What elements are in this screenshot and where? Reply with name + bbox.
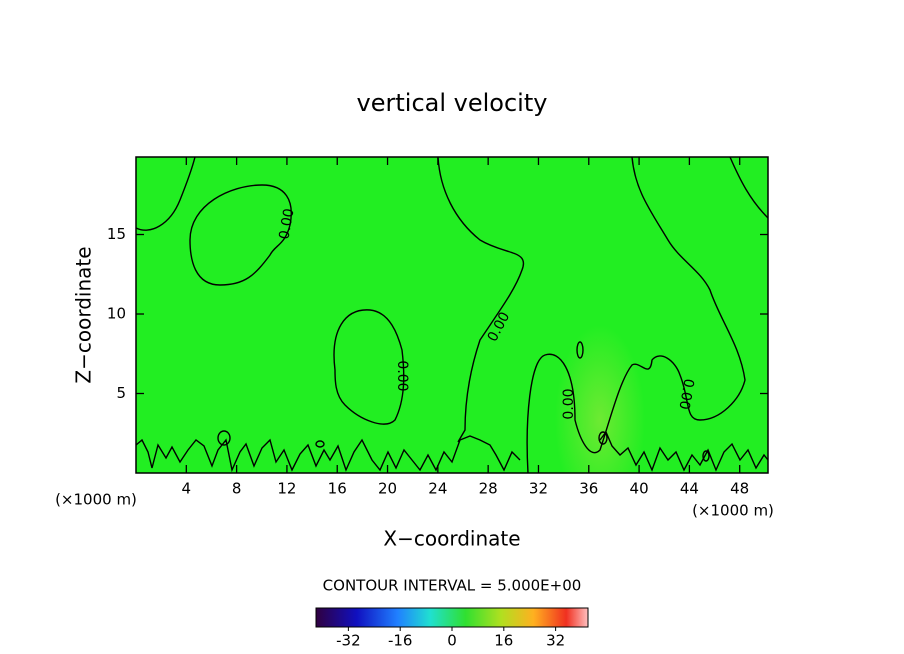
contour-interval: CONTOUR INTERVAL = 5.000E+00: [323, 577, 582, 595]
x-tick-label: 36: [579, 480, 598, 498]
contour-label: 0.00: [276, 207, 297, 240]
contour-line: [217, 430, 231, 446]
contour-line: [315, 440, 325, 448]
x-tick-label: 12: [277, 480, 296, 498]
x-axis-label: X−coordinate: [383, 527, 520, 551]
x-tick-label: 4: [182, 480, 192, 498]
y-tick-label: 10: [107, 305, 126, 323]
contour-line: [333, 309, 405, 425]
y-tick-label: 15: [107, 225, 126, 243]
colorbar-tick-label: 32: [546, 632, 565, 650]
colorbar-tick-label: -32: [336, 632, 361, 650]
contour-line: [136, 435, 521, 473]
x-tick-label: 16: [328, 480, 347, 498]
x-tick-label: 48: [730, 480, 749, 498]
field-shading: [555, 325, 645, 473]
y-axis-label: Z−coordinate: [72, 246, 96, 383]
contour-line: [599, 430, 768, 472]
x-tick-label: 40: [630, 480, 649, 498]
x-tick-label: 24: [428, 480, 447, 498]
colorbar-tick-label: 0: [447, 632, 457, 650]
x-unit: (×1000 m): [55, 491, 137, 509]
contour-label: 0.00: [561, 388, 577, 419]
contour-label: 0.00: [394, 360, 410, 391]
contour-line: [437, 157, 525, 443]
colorbar-tick-label: -16: [388, 632, 413, 650]
x-tick-label: 28: [479, 480, 498, 498]
contour-line: [189, 184, 292, 286]
x-unit: (×1000 m): [692, 502, 774, 520]
contour-field: [136, 157, 768, 473]
contour-labels: 0.00 0.00 0.00 0.00 0.00: [276, 207, 696, 419]
contour-line: [729, 157, 768, 219]
chart-title: vertical velocity: [357, 89, 548, 117]
contour-line: [526, 157, 746, 473]
x-tick-label: 8: [232, 480, 242, 498]
contour-line: [598, 431, 608, 445]
colorbar: [315, 607, 589, 628]
y-tick-label: 5: [116, 384, 126, 402]
plot-frame: [135, 156, 769, 474]
contour-label: 0.00: [675, 377, 696, 410]
x-tick-label: 32: [529, 480, 548, 498]
colorbar-tick-label: 16: [494, 632, 513, 650]
contour-line: [576, 341, 584, 359]
contour-line: [702, 450, 710, 462]
contours: [136, 157, 768, 473]
x-tick-label: 44: [680, 480, 699, 498]
x-tick-label: 20: [378, 480, 397, 498]
contour-line: [136, 157, 196, 231]
